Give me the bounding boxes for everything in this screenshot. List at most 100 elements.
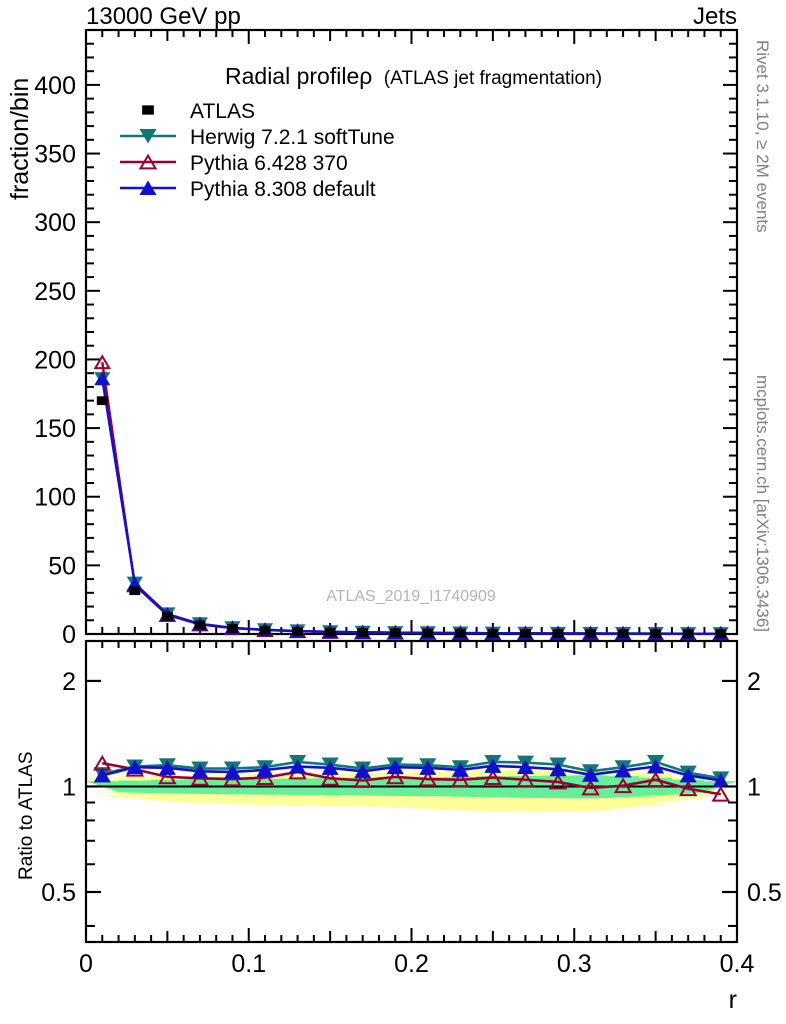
data-point xyxy=(158,768,177,785)
data-point xyxy=(93,354,112,370)
data-point xyxy=(647,758,665,774)
data-point xyxy=(614,763,632,778)
ratio-y-tick-label: 1 xyxy=(62,773,76,801)
legend-entry-2: Pythia 6.428 370 xyxy=(120,152,348,175)
data-point xyxy=(96,396,108,405)
legend-marker xyxy=(139,180,157,195)
data-point xyxy=(227,624,238,633)
data-point xyxy=(129,586,141,596)
data-point xyxy=(484,758,502,773)
data-point xyxy=(422,628,434,638)
data-point xyxy=(223,770,242,787)
ratio-y-tick-label-right: 0.5 xyxy=(747,879,782,907)
legend: ATLAS Herwig 7.2.1 softTune Pythia 6.428 3… xyxy=(120,100,395,201)
data-point xyxy=(581,767,600,782)
main-y-tick-label: 50 xyxy=(48,552,76,580)
data-point xyxy=(516,759,534,775)
main-panel-frame xyxy=(84,28,739,636)
data-point xyxy=(712,772,730,788)
x-tick-label: 0.3 xyxy=(557,950,592,978)
data-point xyxy=(487,628,499,638)
data-point xyxy=(451,762,469,777)
data-point xyxy=(357,628,369,637)
legend-entry-0: ATLAS xyxy=(142,100,255,123)
legend-label: Herwig 7.2.1 softTune xyxy=(190,126,395,149)
data-point xyxy=(617,629,629,638)
data-point xyxy=(548,773,568,790)
header-category-label: Jets xyxy=(693,3,737,30)
data-point xyxy=(516,771,535,788)
main-y-tick-label: 400 xyxy=(34,72,76,100)
series-line xyxy=(101,764,721,782)
data-point xyxy=(483,769,503,785)
data-point xyxy=(256,762,274,777)
legend-marker xyxy=(139,129,157,144)
main-plot-panel: 0 50 100 150 200 250 300 350 400 xyxy=(34,28,739,649)
ratio-y-tick-label: 2 xyxy=(62,668,76,696)
data-point xyxy=(451,771,470,788)
x-tick-label: 0 xyxy=(79,950,93,978)
legend-label: Pythia 6.428 370 xyxy=(190,152,348,175)
data-point xyxy=(255,769,275,785)
legend-marker xyxy=(138,153,158,170)
data-point xyxy=(353,772,372,788)
data-point xyxy=(223,764,242,779)
data-point xyxy=(581,779,600,796)
ratio-y-tick-label: 0.5 xyxy=(41,879,76,907)
data-point xyxy=(419,760,437,775)
legend-entry-3: Pythia 8.308 default xyxy=(120,178,376,201)
main-series-atlas xyxy=(96,396,727,639)
main-y-tick-label: 350 xyxy=(34,141,76,169)
data-point xyxy=(94,371,111,386)
data-point xyxy=(386,759,404,775)
data-point xyxy=(190,769,210,786)
legend-marker xyxy=(142,105,154,115)
rivet-version-label: Rivet 3.1.10, ≥ 2M events xyxy=(753,40,772,233)
main-y-axis-title: fraction/bin xyxy=(6,78,34,200)
series-line xyxy=(102,761,721,796)
data-point xyxy=(126,759,144,775)
main-y-tick-label: 150 xyxy=(34,415,76,443)
data-point xyxy=(678,780,698,797)
main-y-tick-label: 200 xyxy=(34,346,76,374)
data-point xyxy=(715,629,727,639)
data-point xyxy=(585,629,596,638)
data-point xyxy=(679,767,697,783)
ratio-series-pythia xyxy=(93,758,730,788)
data-point xyxy=(158,760,176,775)
data-point xyxy=(650,629,662,638)
data-point xyxy=(646,771,665,788)
data-point xyxy=(191,763,209,779)
data-point xyxy=(320,769,340,786)
data-point xyxy=(324,627,336,637)
ratio-series-pythia xyxy=(93,754,730,802)
x-tick-label: 0.2 xyxy=(394,950,429,978)
ratio-y-tick-label-right: 1 xyxy=(747,773,761,801)
legend-label: ATLAS xyxy=(190,100,255,123)
ratio-plot-panel: 0.5 0.5 1 1 2 2 0 0.1 0.2 0.3 0.4 xyxy=(41,639,782,978)
data-point xyxy=(549,761,567,777)
analysis-watermark: ATLAS_2019_I1740909 xyxy=(326,588,496,605)
x-axis-title: r xyxy=(729,986,737,1014)
mcplots-reference-label: mcplots.cern.ch [arXiv:1306.3436] xyxy=(753,375,772,632)
data-point xyxy=(552,629,564,638)
data-point xyxy=(93,767,111,783)
main-y-tick-label: 300 xyxy=(34,209,76,237)
main-y-tick-label: 100 xyxy=(34,484,76,512)
data-point xyxy=(259,625,271,635)
legend-label: Pythia 8.308 default xyxy=(190,178,376,201)
data-point xyxy=(711,785,730,802)
data-point xyxy=(389,628,401,638)
legend-entry-1: Herwig 7.2.1 softTune xyxy=(120,126,395,149)
data-point xyxy=(418,770,438,787)
data-point xyxy=(292,627,304,636)
data-point xyxy=(194,620,206,630)
data-point xyxy=(354,763,372,779)
data-point xyxy=(161,611,173,621)
x-tick-label: 0.4 xyxy=(720,950,755,978)
data-point xyxy=(682,629,694,639)
data-point xyxy=(613,777,633,794)
data-point xyxy=(385,768,405,785)
